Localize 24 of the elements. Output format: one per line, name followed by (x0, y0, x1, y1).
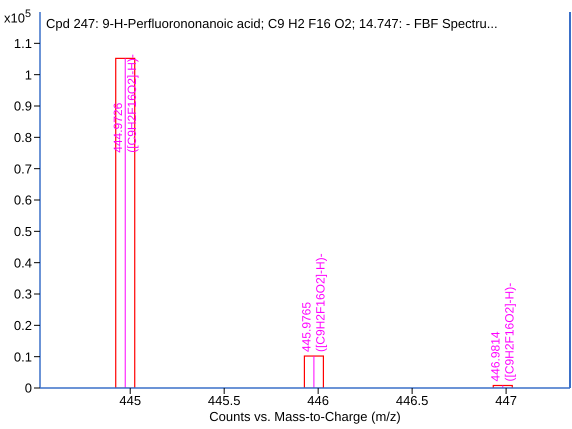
annotation: 445.9765 ([C9H2F16O2]-H)- (300, 253, 328, 352)
x-tick-label: 445.5 (208, 393, 240, 408)
y-tick-label: 0.4 (14, 255, 32, 270)
annotation: 446.9814 ([C9H2F16O2]-H)- (488, 282, 517, 382)
x-tick-label: 445 (119, 393, 142, 408)
annotation: 444.9726 ([C9H2F16O2]-H)- (111, 54, 140, 153)
chart-title: Cpd 247: 9-H-Perfluorononanoic acid; C9 H2 F16 O2; 14.747: - FBF Spectru... (46, 16, 498, 31)
y-axis-title: x10$^{5}$ (4, 8, 31, 26)
y-tick-label: 0.5 (14, 224, 32, 239)
y-tick-label: 0 (24, 380, 32, 396)
y-tick-label: 0.9 (14, 98, 32, 114)
x-tick-label: 446.5 (396, 393, 428, 408)
bar (304, 355, 324, 388)
x-tick-label: 447 (495, 393, 517, 408)
x-axis-title: Counts vs. Mass-to-Charge (m/z) (209, 409, 401, 424)
y-tick-label: 0.3 (14, 286, 32, 302)
y-tick-label: 0.7 (14, 161, 32, 176)
y-tick-label: 0.8 (14, 130, 32, 145)
y-tick-label: 1 (24, 67, 32, 82)
y-tick-label: 0.1 (14, 349, 32, 364)
y-tick-label: 0.2 (14, 318, 32, 333)
x-tick-label: 446 (307, 393, 330, 408)
y-tick-label: 1.1 (14, 36, 32, 51)
y-tick-label: 0.6 (14, 192, 32, 208)
